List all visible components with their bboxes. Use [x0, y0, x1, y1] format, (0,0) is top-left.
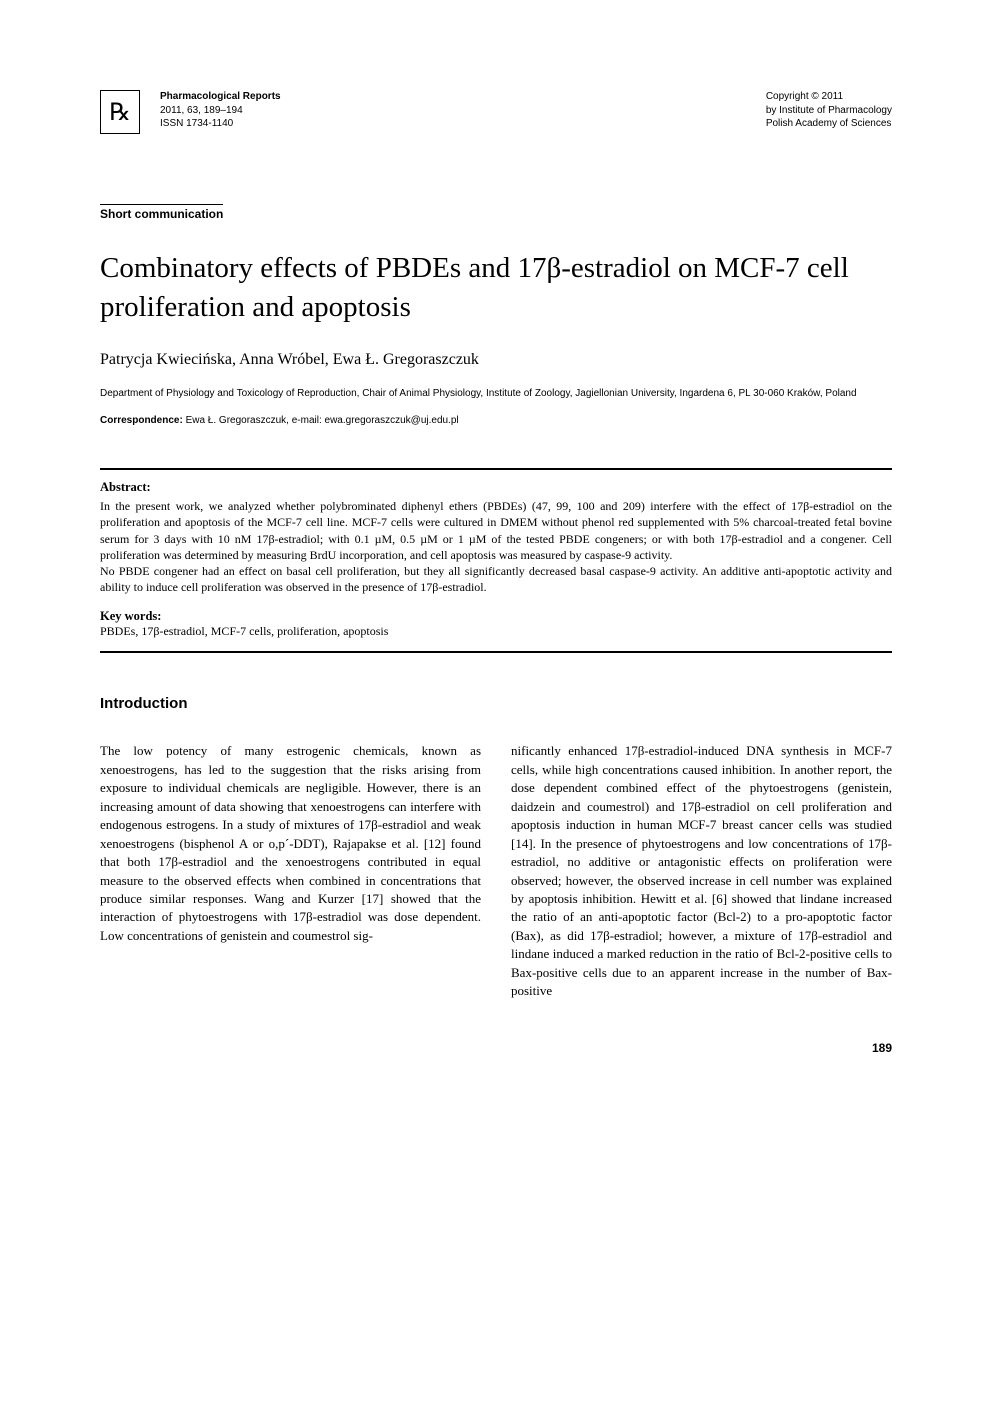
correspondence-label: Correspondence: [100, 415, 183, 426]
body-section: Introduction The low potency of many est… [100, 695, 892, 1000]
column-left: The low potency of many estrogenic chemi… [100, 742, 481, 1000]
journal-header: ℞ Pharmacological Reports 2011, 63, 189–… [100, 90, 892, 134]
keywords-text: PBDEs, 17β-estradiol, MCF-7 cells, proli… [100, 624, 892, 639]
two-column-layout: The low potency of many estrogenic chemi… [100, 742, 892, 1000]
page-number: 189 [100, 1041, 892, 1055]
journal-issn: ISSN 1734-1140 [160, 117, 746, 131]
journal-name: Pharmacological Reports [160, 90, 746, 104]
abstract-paragraph: In the present work, we analyzed whether… [100, 498, 892, 563]
abstract-section: Abstract: In the present work, we analyz… [100, 470, 892, 651]
correspondence-text: Ewa Ł. Gregoraszczuk, e-mail: ewa.gregor… [183, 415, 459, 426]
authors: Patrycja Kwiecińska, Anna Wróbel, Ewa Ł.… [100, 351, 892, 369]
copyright-line: Polish Academy of Sciences [766, 117, 892, 131]
affiliation: Department of Physiology and Toxicology … [100, 387, 892, 401]
introduction-heading: Introduction [100, 695, 892, 712]
copyright-line: by Institute of Pharmacology [766, 104, 892, 118]
rule-bottom [100, 651, 892, 653]
correspondence: Correspondence: Ewa Ł. Gregoraszczuk, e-… [100, 415, 892, 426]
journal-logo-icon: ℞ [100, 90, 140, 134]
column-right: nificantly enhanced 17β-estradiol-induce… [511, 742, 892, 1000]
copyright-line: Copyright © 2011 [766, 90, 892, 104]
article-type-label: Short communication [100, 204, 223, 221]
abstract-text: In the present work, we analyzed whether… [100, 498, 892, 595]
keywords-heading: Key words: [100, 609, 892, 624]
logo-glyph: ℞ [109, 98, 131, 127]
keywords-section: Key words: PBDEs, 17β-estradiol, MCF-7 c… [100, 609, 892, 639]
journal-year-volume: 2011, 63, 189–194 [160, 104, 746, 118]
journal-info-block: Pharmacological Reports 2011, 63, 189–19… [160, 90, 746, 131]
copyright-block: Copyright © 2011 by Institute of Pharmac… [766, 90, 892, 131]
abstract-paragraph: No PBDE congener had an effect on basal … [100, 563, 892, 595]
abstract-heading: Abstract: [100, 480, 892, 495]
article-title: Combinatory effects of PBDEs and 17β-est… [100, 249, 892, 327]
